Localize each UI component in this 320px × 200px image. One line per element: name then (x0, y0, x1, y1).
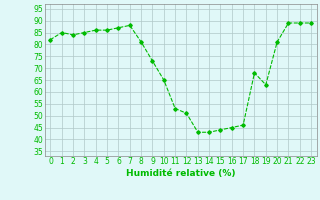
X-axis label: Humidité relative (%): Humidité relative (%) (126, 169, 236, 178)
